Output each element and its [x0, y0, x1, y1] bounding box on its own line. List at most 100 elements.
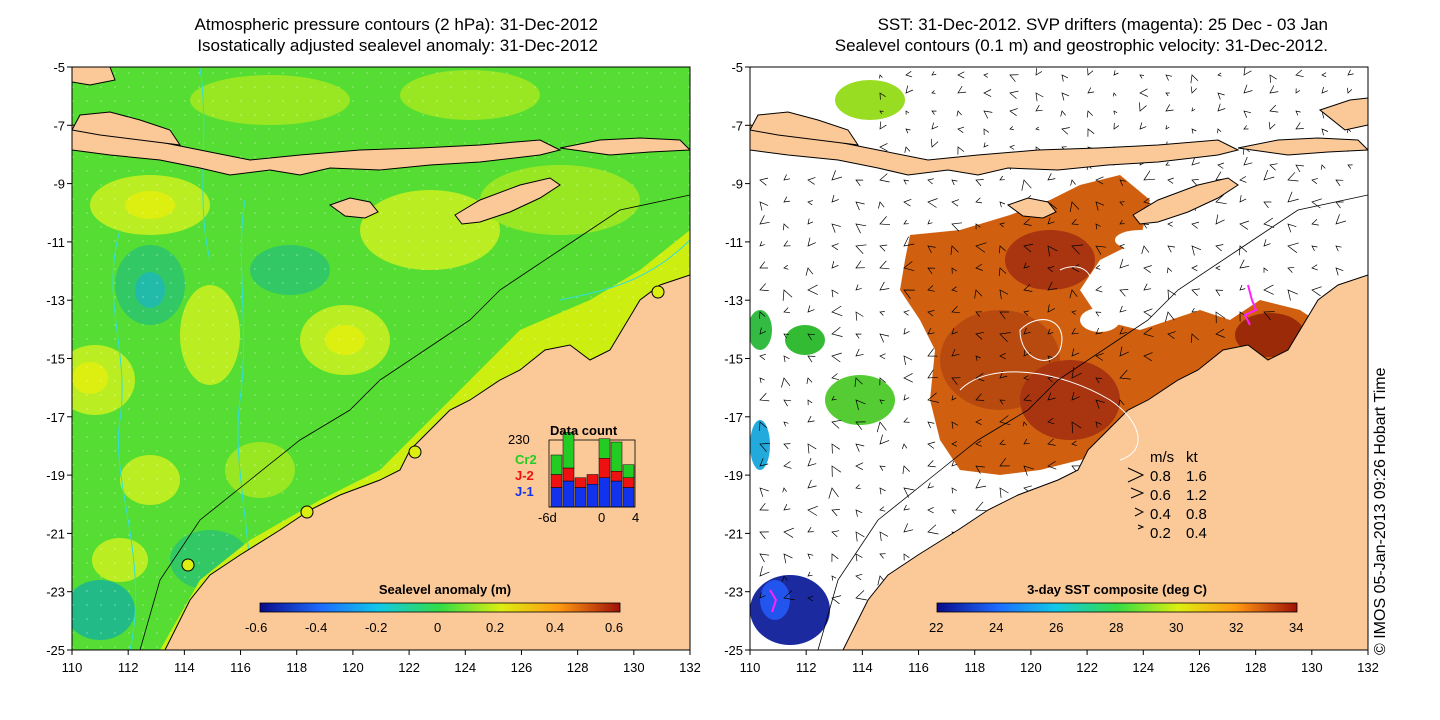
lon-tick-label: 126	[511, 660, 533, 675]
legend-ms: 0.2	[1150, 525, 1171, 542]
velocity-arrow	[759, 458, 769, 467]
lon-tick-label: 118	[964, 660, 985, 675]
velocity-arrow	[1047, 392, 1056, 401]
sst-cool-patch	[750, 420, 770, 470]
velocity-arrow	[1141, 245, 1150, 254]
velocity-arrow	[783, 240, 791, 247]
velocity-arrow	[1269, 163, 1278, 171]
velocity-arrow	[879, 531, 889, 542]
velocity-arrow	[999, 222, 1005, 228]
sst-cloud-gap	[1115, 230, 1165, 250]
velocity-arrow	[855, 573, 863, 581]
lon-tick-label: 116	[908, 660, 929, 675]
velocity-arrow	[1215, 265, 1221, 271]
lat-tick-label: -15	[724, 352, 743, 367]
velocity-arrow	[1215, 328, 1225, 338]
velocity-arrow	[975, 263, 983, 271]
lon-tick-label: 120	[342, 660, 364, 675]
velocity-arrow	[855, 260, 865, 269]
lon-tick-label: 124	[1132, 660, 1154, 675]
velocity-arrow	[759, 283, 769, 291]
sst-tick: 24	[989, 620, 1004, 635]
velocity-arrow	[1143, 197, 1151, 205]
data-count-bar-j1	[586, 484, 599, 508]
data-count-bar-j1	[598, 477, 611, 508]
velocity-arrow	[904, 146, 911, 153]
velocity-arrow	[1095, 377, 1103, 384]
velocity-arrow	[1190, 74, 1199, 84]
lat-tick-label: -25	[724, 643, 743, 658]
lon-tick-label: 114	[174, 660, 195, 675]
data-count-bars	[550, 432, 635, 508]
lat-tick-label: -23	[46, 585, 65, 600]
sst-green-patch	[785, 325, 825, 355]
velocity-arrow	[1071, 328, 1079, 335]
velocity-arrow	[1095, 311, 1102, 317]
imos-timestamp: © IMOS 05-Jan-2013 09:26 Hobart Time	[1372, 367, 1389, 655]
velocity-arrow	[782, 487, 787, 493]
velocity-arrow	[1095, 327, 1103, 335]
velocity-arrow	[1119, 369, 1131, 380]
shelf-edge-contour	[817, 194, 1368, 650]
velocity-arrow	[1119, 243, 1125, 249]
velocity-arrow	[903, 327, 910, 335]
velocity-arrow	[783, 264, 789, 270]
velocity-arrow	[903, 373, 913, 383]
velocity-arrow	[831, 509, 840, 517]
velocity-arrow	[759, 487, 769, 497]
data-count-bar-j1	[622, 487, 635, 508]
velocity-arrow	[1119, 220, 1125, 225]
sumba-island	[328, 197, 379, 219]
velocity-arrow	[957, 71, 965, 79]
velocity-arrow	[759, 377, 765, 383]
velocity-arrow	[1095, 223, 1101, 230]
velocity-arrow	[975, 242, 987, 253]
velocity-arrow	[1047, 173, 1056, 181]
velocity-arrow	[1167, 331, 1176, 339]
velocity-arrow	[855, 462, 864, 471]
velocity-arrow	[1311, 264, 1318, 271]
island-land	[750, 111, 860, 146]
velocity-arrow	[974, 289, 983, 299]
velocity-arrow	[999, 352, 1006, 360]
indonesia-java-land	[750, 124, 1240, 176]
velocity-arrow	[807, 595, 814, 602]
velocity-arrow	[807, 527, 814, 533]
velocity-arrow	[1217, 72, 1222, 77]
legend-arrow-0.4	[1134, 507, 1145, 517]
velocity-arrow	[1191, 308, 1197, 313]
data-count-xtick: 4	[632, 510, 640, 525]
velocity-arrow	[783, 307, 791, 314]
sst-tick: 22	[929, 620, 944, 635]
velocity-arrow	[879, 311, 885, 316]
velocity-arrow	[1287, 191, 1299, 203]
velocity-legend: m/s kt 0.8 1.6 0.6 1.2 0.4 0.8 0.2 0.4	[1150, 448, 1207, 543]
velocity-arrow	[1071, 391, 1080, 401]
velocity-arrow	[1023, 327, 1031, 335]
velocity-arrow	[956, 110, 962, 117]
velocity-arrow	[876, 421, 887, 433]
velocity-arrow	[905, 71, 913, 78]
velocity-arrow	[759, 421, 768, 431]
velocity-arrow	[1239, 259, 1250, 269]
velocity-arrow	[783, 333, 789, 339]
velocity-arrow	[1215, 289, 1224, 297]
velocity-arrow	[855, 201, 865, 211]
velocity-arrow	[759, 443, 770, 452]
velocity-arrow	[783, 590, 795, 601]
data-count-xtick: -6d	[538, 510, 557, 525]
velocity-arrow	[783, 355, 790, 363]
velocity-arrow	[879, 110, 884, 115]
velocity-arrow	[983, 142, 989, 148]
velocity-arrow	[855, 311, 864, 321]
legend-kt: 1.2	[1186, 487, 1207, 504]
right-map	[750, 67, 1368, 650]
velocity-arrow	[1347, 164, 1353, 169]
sst-hot-patch	[1005, 230, 1095, 290]
data-count-inset	[548, 432, 636, 508]
velocity-arrow	[855, 399, 866, 411]
velocity-arrow	[951, 267, 957, 274]
velocity-arrow	[855, 553, 863, 562]
velocity-arrow	[759, 353, 767, 360]
velocity-arrow	[807, 177, 816, 185]
